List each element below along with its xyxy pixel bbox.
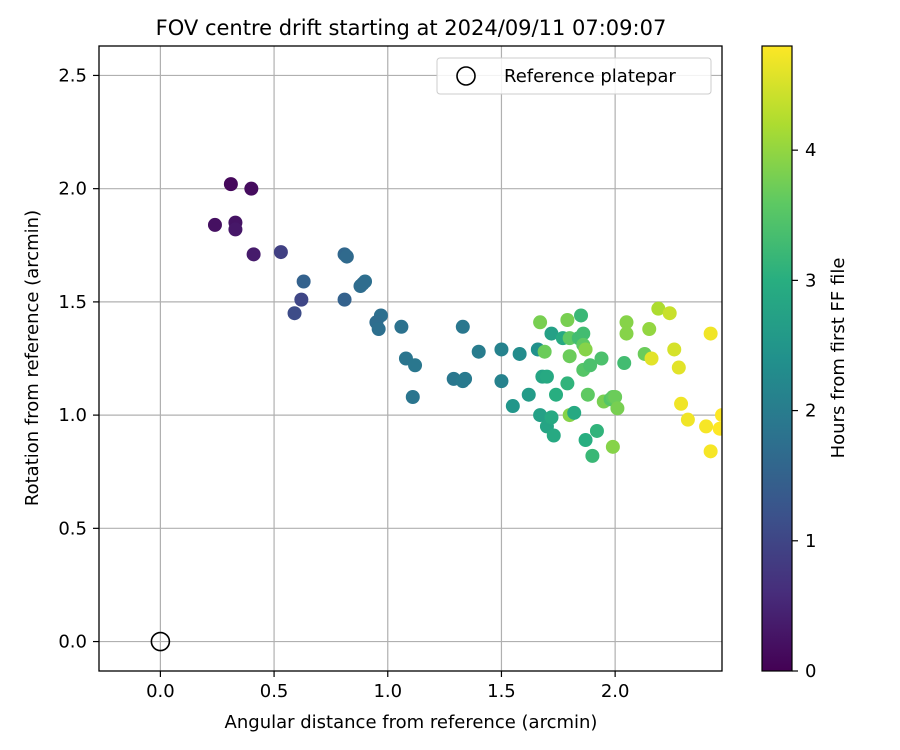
scatter-point — [674, 396, 689, 411]
scatter-point — [546, 428, 561, 443]
chart-title: FOV centre drift starting at 2024/09/11 … — [156, 16, 667, 40]
colorbar-tick-label: 3 — [805, 270, 816, 291]
scatter-point — [574, 308, 589, 323]
scatter-point — [617, 356, 632, 371]
x-tick-label: 0.0 — [146, 681, 175, 702]
scatter-point — [619, 315, 634, 330]
x-tick-label: 2.0 — [601, 681, 630, 702]
colorbar-tick-label: 0 — [805, 661, 816, 682]
x-axis-ticks: 0.0 0.5 1.0 1.5 2.0 — [146, 671, 629, 702]
scatter-point — [651, 301, 666, 316]
colorbar-tick-label: 1 — [805, 531, 816, 552]
scatter-point — [578, 342, 593, 357]
x-tick-label: 1.0 — [373, 681, 402, 702]
scatter-point — [246, 247, 261, 262]
scatter-point — [455, 319, 470, 334]
plot-frame — [98, 45, 723, 672]
scatter-point — [562, 349, 577, 364]
scatter-point — [228, 222, 243, 237]
x-tick-label: 0.5 — [260, 681, 289, 702]
scatter-point — [339, 249, 354, 264]
scatter-point — [619, 326, 634, 341]
colorbar-ticks: 0 1 2 3 4 — [792, 140, 816, 682]
y-tick-label: 2.5 — [58, 65, 87, 86]
scatter-point — [544, 410, 559, 425]
colorbar-tick-label: 4 — [805, 140, 816, 161]
scatter-point — [244, 181, 259, 196]
scatter-point — [207, 217, 222, 232]
scatter-point — [589, 423, 604, 438]
scatter-point — [494, 342, 509, 357]
scatter-point — [567, 405, 582, 420]
x-tick-label: 1.5 — [487, 681, 516, 702]
scatter-point — [287, 306, 302, 321]
scatter-point — [715, 408, 722, 423]
scatter-point — [505, 399, 520, 414]
scatter-point — [576, 326, 591, 341]
legend-marker-icon — [456, 66, 476, 86]
scatter-point — [644, 351, 659, 366]
scatter-point — [471, 344, 486, 359]
scatter-point — [394, 319, 409, 334]
scatter-point — [533, 408, 548, 423]
scatter-point — [405, 389, 420, 404]
colorbar-gradient — [761, 45, 793, 672]
scatter-point — [494, 374, 509, 389]
grid-lines — [99, 46, 722, 671]
scatter-point — [296, 274, 311, 289]
y-tick-label: 1.0 — [58, 405, 87, 426]
scatter-point — [521, 387, 536, 402]
y-tick-label: 0.0 — [58, 632, 87, 653]
scatter-point — [699, 419, 714, 434]
scatter-point — [608, 389, 623, 404]
scatter-point — [355, 276, 370, 291]
scatter-point — [294, 292, 309, 307]
y-tick-label: 1.5 — [58, 292, 87, 313]
scatter-point — [539, 369, 554, 384]
scatter-point — [642, 322, 657, 337]
scatter-point — [560, 313, 575, 328]
scatter-point — [667, 342, 682, 357]
y-tick-label: 2.0 — [58, 179, 87, 200]
data-points — [207, 177, 722, 463]
scatter-point — [712, 421, 722, 436]
scatter-point — [371, 322, 386, 337]
scatter-point — [544, 326, 559, 341]
reference-platepar-marker — [150, 631, 171, 652]
scatter-point — [594, 351, 609, 366]
scatter-point — [408, 358, 423, 373]
scatter-point — [560, 376, 575, 391]
legend-box — [436, 57, 712, 95]
scatter-point — [703, 326, 718, 341]
scatter-point — [585, 448, 600, 463]
scatter-point — [703, 444, 718, 459]
colorbar: 0 1 2 3 4 Hours from first FF file — [761, 45, 849, 682]
x-axis-label: Angular distance from reference (arcmin) — [225, 712, 598, 733]
scatter-point — [578, 433, 593, 448]
y-tick-label: 0.5 — [58, 518, 87, 539]
scatter-point — [537, 344, 552, 359]
scatter-point — [458, 371, 473, 386]
scatter-point — [580, 387, 595, 402]
scatter-point — [583, 358, 598, 373]
y-axis-ticks: 0.0 0.5 1.0 1.5 2.0 2.5 — [58, 65, 99, 653]
scatter-point — [549, 387, 564, 402]
scatter-point — [337, 292, 352, 307]
scatter-point — [662, 306, 677, 321]
colorbar-tick-label: 2 — [805, 401, 816, 422]
legend: Reference platepar — [436, 57, 712, 95]
legend-entry-reference-platepar: Reference platepar — [504, 66, 676, 87]
scatter-point — [680, 412, 695, 427]
scatter-point — [223, 177, 238, 192]
colorbar-label: Hours from first FF file — [828, 258, 849, 459]
scatter-point — [610, 401, 625, 416]
scatter-point — [671, 360, 686, 375]
scatter-point — [605, 439, 620, 454]
scatter-point — [273, 245, 288, 260]
scatter-point — [512, 346, 527, 361]
y-axis-label: Rotation from reference (arcmin) — [22, 210, 43, 506]
scatter-point — [533, 315, 548, 330]
